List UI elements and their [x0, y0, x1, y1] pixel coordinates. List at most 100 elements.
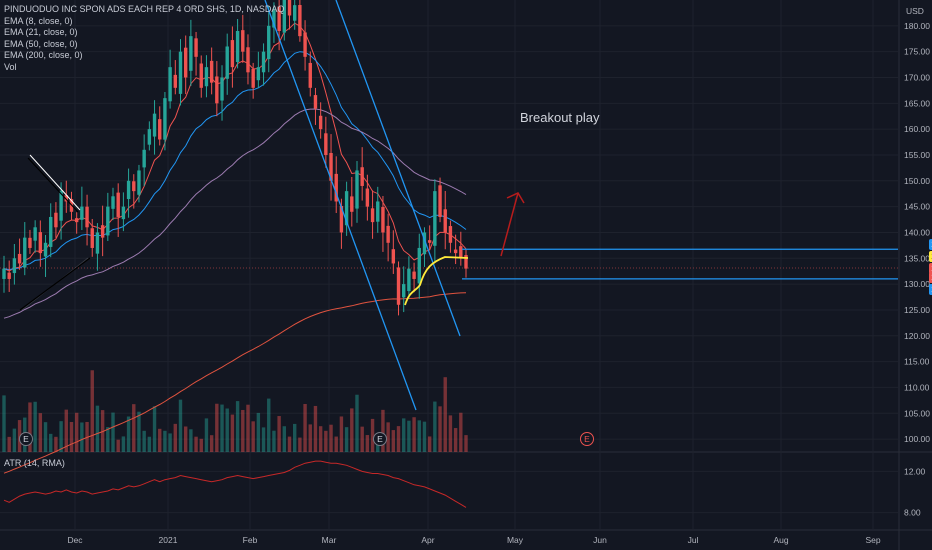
- volume-bar: [298, 437, 302, 452]
- volume-bar: [453, 428, 458, 452]
- candle-body: [360, 167, 364, 186]
- candle-body: [261, 51, 266, 73]
- candle-body: [313, 95, 318, 109]
- volume-bar: [241, 409, 245, 452]
- legend-ema21[interactable]: EMA (21, close, 0): [4, 27, 78, 37]
- candle-body: [370, 208, 375, 223]
- volume-bar: [209, 435, 214, 452]
- volume-bar: [204, 418, 209, 452]
- time-tick-label: Jun: [593, 535, 607, 545]
- volume-bar: [308, 424, 312, 452]
- candle-body: [90, 228, 94, 248]
- volume-bar: [168, 433, 172, 452]
- candle-body: [215, 76, 219, 104]
- price-tick-label: 100.00: [904, 434, 930, 444]
- price-axis[interactable]: USD 100.00 105.00 110.00 115.00 120.00 125.00 1…: [904, 6, 930, 518]
- time-axis[interactable]: Dec 2021 Feb Mar Apr May Jun Jul Aug Sep: [67, 535, 880, 545]
- volume-bar: [49, 433, 53, 452]
- candle-body: [251, 68, 255, 88]
- volume-bar: [142, 430, 146, 452]
- price-tick-label: 160.00: [904, 124, 930, 134]
- volume-bar: [132, 404, 136, 452]
- volume-bar: [433, 401, 437, 452]
- price-tick-label: 135.00: [904, 253, 930, 263]
- trend-drawings[interactable]: [0, 0, 898, 411]
- candle-body: [277, 6, 281, 31]
- candle-body: [137, 170, 141, 195]
- ema-lines: [3, 22, 467, 474]
- candle-body: [178, 51, 183, 94]
- candle-body: [80, 206, 84, 220]
- indicator-legend: PINDUODUO INC SPON ADS EACH REP 4 ORD SH…: [4, 4, 284, 73]
- candle-body: [282, 0, 287, 33]
- candle-body: [158, 119, 162, 140]
- candlesticks: [2, 0, 468, 316]
- candle-body: [132, 181, 136, 192]
- volume-bar: [381, 409, 385, 452]
- volume-bar: [12, 428, 17, 452]
- candle-body: [85, 206, 89, 228]
- pattern-line-bottom: [19, 257, 91, 311]
- candle-body: [344, 191, 349, 226]
- volume-bar: [339, 416, 344, 452]
- candle-body: [168, 67, 172, 102]
- candle-body: [287, 0, 292, 16]
- candle-body: [220, 77, 224, 101]
- earnings-marker: E: [373, 432, 387, 446]
- candle-body: [318, 115, 323, 130]
- legend-ema8[interactable]: EMA (8, close, 0): [4, 15, 73, 26]
- volume-bar: [59, 421, 63, 452]
- volume-bar: [225, 408, 229, 452]
- breakout-arrow-shaft: [500, 192, 519, 257]
- candle-body: [74, 218, 79, 223]
- volume-bar: [121, 436, 126, 452]
- volume-bar: [370, 418, 375, 452]
- candle-body: [100, 225, 105, 238]
- trendline-upper: [335, 0, 461, 337]
- candle-body: [152, 113, 157, 137]
- candle-body: [33, 227, 37, 241]
- candle-body: [49, 216, 53, 247]
- volume-bar: [267, 398, 271, 452]
- currency-label: USD: [906, 6, 924, 16]
- volume-bar: [402, 418, 406, 452]
- earnings-label: E: [377, 434, 383, 444]
- candle-body: [412, 271, 416, 279]
- breakout-annotation[interactable]: Breakout play: [520, 110, 600, 125]
- volume-bar: [173, 423, 178, 452]
- volume-bar: [194, 436, 198, 452]
- price-tick-label: 125.00: [904, 305, 930, 315]
- volume-bar: [459, 412, 463, 452]
- legend-ema200[interactable]: EMA (200, close, 0): [4, 50, 83, 60]
- symbol-title[interactable]: PINDUODUO INC SPON ADS EACH REP 4 ORD SH…: [4, 4, 285, 14]
- candle-body: [241, 30, 245, 52]
- volume-bar: [163, 430, 167, 452]
- volume-bar: [189, 429, 193, 452]
- time-tick-label: Jul: [688, 535, 699, 545]
- volume-bar: [438, 406, 442, 452]
- earnings-label: E: [23, 434, 29, 444]
- volume-bar: [329, 424, 333, 452]
- candle-body: [267, 25, 271, 60]
- candle-body: [438, 185, 442, 217]
- volume-bars: [2, 370, 468, 452]
- legend-ema50[interactable]: EMA (50, close, 0): [4, 38, 78, 49]
- candle-body: [38, 232, 43, 254]
- volume-bar: [355, 394, 359, 452]
- candle-body: [204, 67, 209, 87]
- volume-bar: [261, 427, 266, 452]
- legend-vol[interactable]: Vol: [4, 61, 17, 72]
- atr-legend[interactable]: ATR (14, RMA): [4, 458, 65, 468]
- candle-body: [427, 240, 432, 243]
- time-tick-label: 2021: [159, 535, 178, 545]
- candle-body: [121, 206, 126, 220]
- volume-bar: [350, 408, 354, 452]
- earnings-marker: E: [580, 432, 594, 446]
- candle-body: [453, 249, 458, 254]
- candle-body: [272, 10, 276, 28]
- volume-bar: [303, 403, 307, 452]
- price-tick-label: 150.00: [904, 176, 930, 186]
- volume-bar: [43, 422, 48, 452]
